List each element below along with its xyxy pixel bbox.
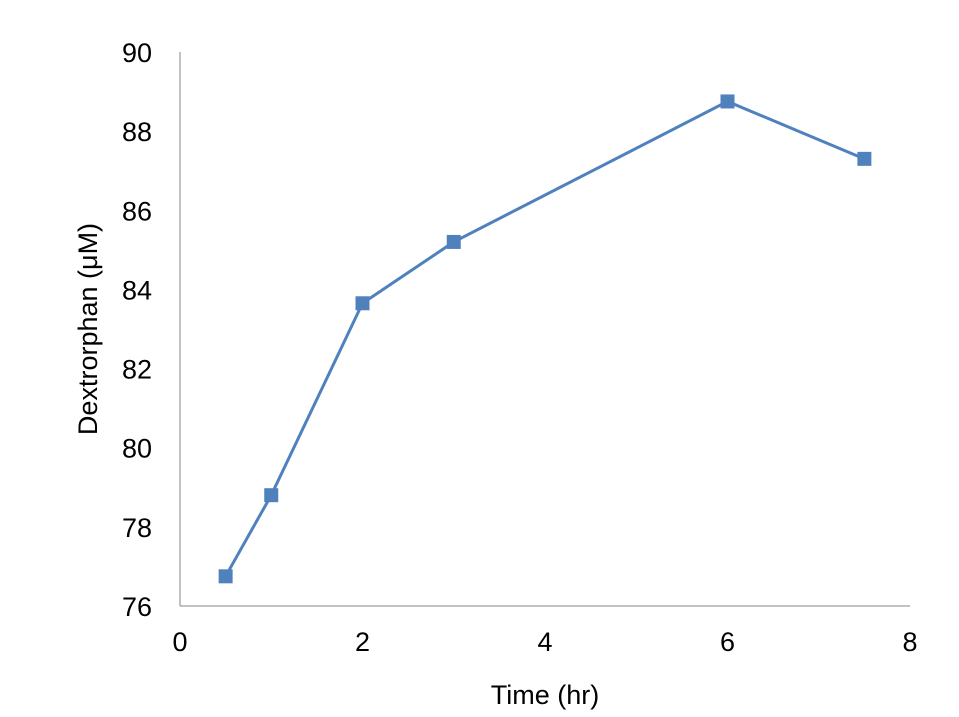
data-point-marker — [264, 488, 279, 503]
y-axis-title: Dextrorphan (μM) — [73, 223, 103, 435]
y-tick-label: 80 — [122, 434, 152, 464]
x-tick-label: 8 — [902, 627, 917, 657]
x-tick-label: 0 — [172, 627, 187, 657]
x-tick-labels: 0 2 4 6 8 — [172, 627, 917, 657]
data-point-marker — [355, 296, 370, 311]
data-point-marker — [857, 151, 872, 166]
data-point-marker — [446, 234, 461, 249]
series — [218, 94, 872, 584]
y-tick-label: 84 — [122, 275, 152, 305]
x-axis-title: Time (hr) — [491, 680, 600, 710]
data-point-marker — [218, 569, 233, 584]
x-tick-label: 6 — [720, 627, 735, 657]
y-tick-label: 90 — [122, 38, 152, 68]
y-tick-label: 88 — [122, 117, 152, 147]
y-tick-label: 76 — [122, 592, 152, 622]
y-tick-label: 78 — [122, 513, 152, 543]
series-line — [224, 99, 865, 578]
x-tick-label: 2 — [355, 627, 370, 657]
data-point-marker — [720, 94, 735, 109]
y-tick-labels: 76 78 80 82 84 86 88 90 — [122, 38, 152, 622]
x-tick-label: 4 — [537, 627, 552, 657]
y-tick-label: 86 — [122, 196, 152, 226]
axes — [179, 52, 910, 607]
y-tick-label: 82 — [122, 355, 152, 385]
